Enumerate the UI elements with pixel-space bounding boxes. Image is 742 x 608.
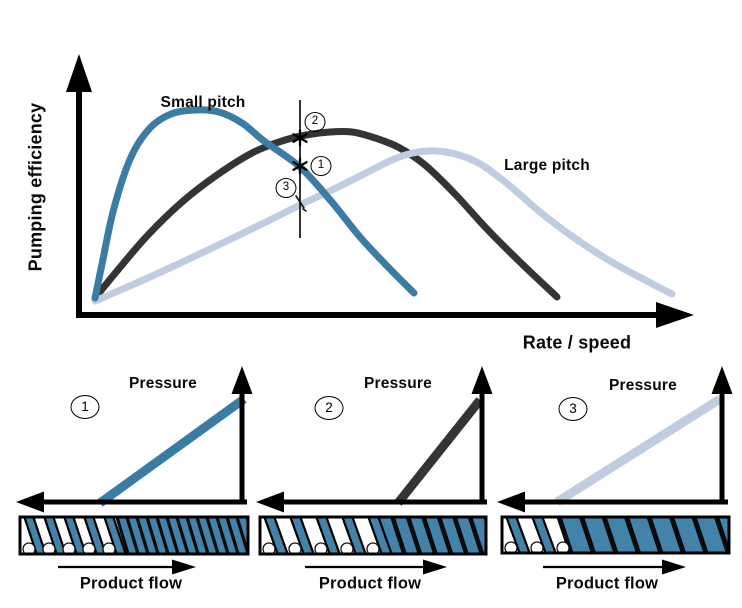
pressure-label-1: Pressure <box>129 375 197 392</box>
pressure-label-2: Pressure <box>364 375 432 392</box>
operating-point-2-badge: 2 <box>304 112 326 132</box>
sub-chart-1-badge: 1 <box>70 395 100 419</box>
y-axis-label: Pumping efficiency <box>25 102 46 272</box>
product-flow-label-3: Product flow <box>555 574 659 593</box>
sub-chart-3-badge: 3 <box>558 397 588 421</box>
x-axis-label: Rate / speed <box>522 332 632 353</box>
small-pitch-curve-label: Small pitch <box>160 94 246 111</box>
large-pitch-curve-label: Large pitch <box>504 157 590 174</box>
product-flow-label-1: Product flow <box>79 574 183 593</box>
sub-chart-2-badge: 2 <box>314 396 344 420</box>
operating-point-3-badge: 3 <box>275 178 297 198</box>
product-flow-label-2: Product flow <box>318 574 422 593</box>
operating-point-1-badge: 1 <box>310 156 332 176</box>
pressure-label-3: Pressure <box>609 377 677 394</box>
